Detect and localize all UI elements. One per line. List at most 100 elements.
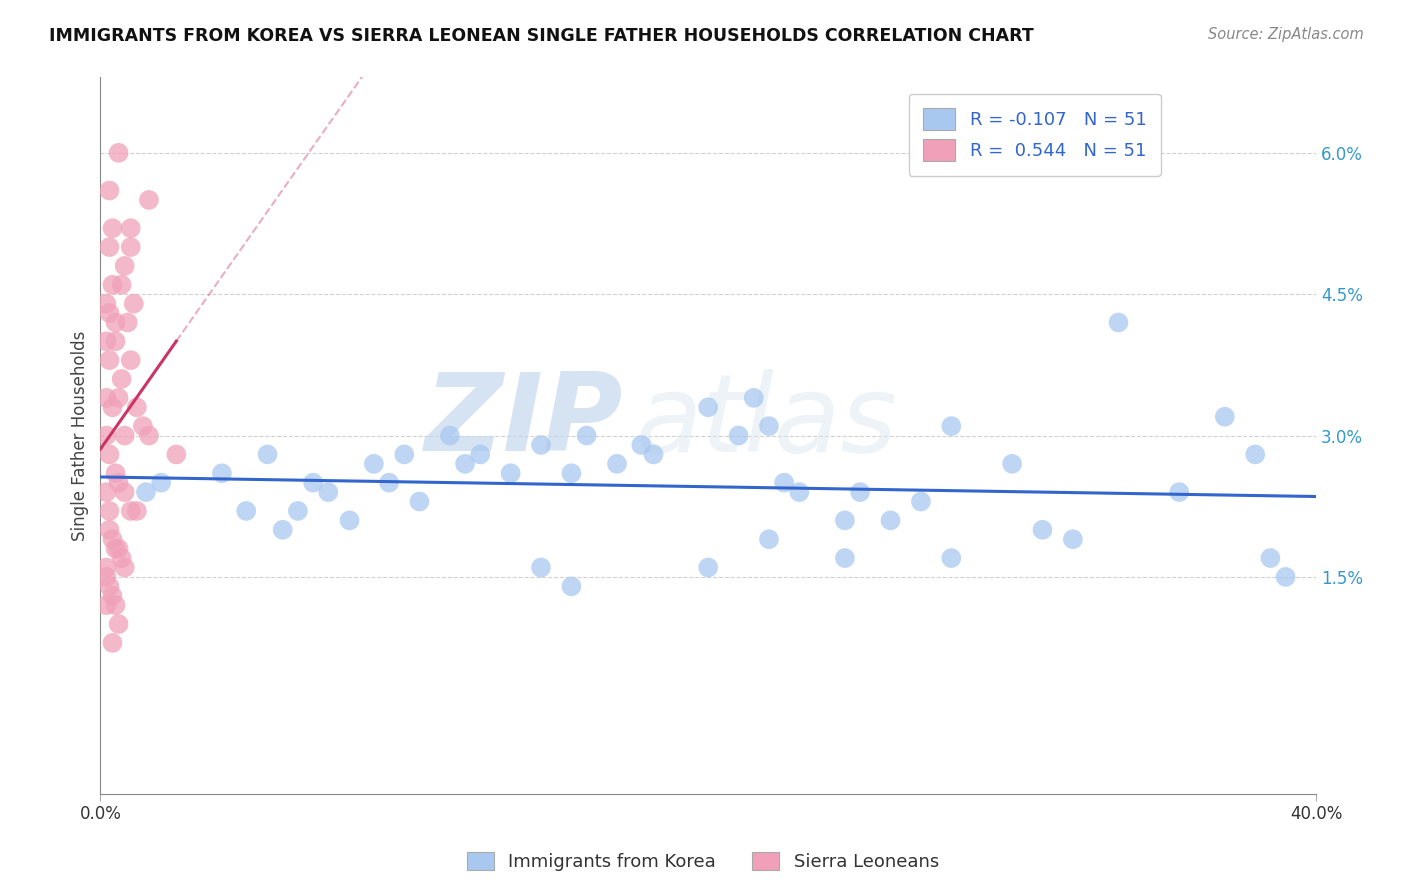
Point: [120, 221, 142, 235]
Point: [560, 579, 582, 593]
Point: [98, 353, 121, 368]
Point: [96, 560, 118, 574]
Point: [111, 372, 134, 386]
Point: [101, 589, 124, 603]
Point: [697, 401, 720, 415]
Point: [107, 541, 129, 556]
Point: [114, 485, 136, 500]
Legend: Immigrants from Korea, Sierra Leoneans: Immigrants from Korea, Sierra Leoneans: [460, 845, 946, 879]
Point: [742, 391, 765, 405]
Point: [1365, 570, 1388, 584]
Point: [101, 401, 124, 415]
Point: [138, 193, 160, 207]
Point: [834, 551, 856, 566]
Point: [96, 485, 118, 500]
Point: [470, 447, 492, 461]
Y-axis label: Single Father Households: Single Father Households: [72, 330, 89, 541]
Point: [114, 560, 136, 574]
Point: [114, 428, 136, 442]
Point: [98, 504, 121, 518]
Point: [394, 447, 416, 461]
Point: [271, 523, 294, 537]
Point: [211, 467, 233, 481]
Point: [789, 485, 811, 500]
Point: [96, 598, 118, 612]
Point: [150, 475, 173, 490]
Point: [302, 475, 325, 490]
Point: [101, 533, 124, 547]
Point: [643, 447, 665, 461]
Point: [1168, 485, 1191, 500]
Point: [138, 428, 160, 442]
Point: [910, 494, 932, 508]
Point: [1260, 551, 1282, 566]
Point: [107, 145, 129, 160]
Text: atlas: atlas: [636, 368, 897, 474]
Point: [630, 438, 652, 452]
Point: [104, 467, 127, 481]
Point: [125, 401, 148, 415]
Point: [114, 259, 136, 273]
Point: [941, 419, 963, 434]
Point: [135, 485, 157, 500]
Point: [256, 447, 278, 461]
Text: Source: ZipAtlas.com: Source: ZipAtlas.com: [1208, 27, 1364, 42]
Point: [339, 513, 361, 527]
Point: [773, 475, 796, 490]
Point: [111, 551, 134, 566]
Point: [697, 560, 720, 574]
Point: [879, 513, 901, 527]
Point: [454, 457, 477, 471]
Point: [439, 428, 461, 442]
Point: [120, 504, 142, 518]
Point: [98, 306, 121, 320]
Point: [96, 428, 118, 442]
Point: [499, 467, 522, 481]
Point: [1107, 316, 1129, 330]
Point: [107, 391, 129, 405]
Point: [96, 296, 118, 310]
Point: [1031, 523, 1053, 537]
Point: [107, 617, 129, 632]
Point: [101, 277, 124, 292]
Point: [104, 316, 127, 330]
Point: [111, 277, 134, 292]
Point: [849, 485, 872, 500]
Point: [1213, 409, 1236, 424]
Point: [98, 447, 121, 461]
Point: [1062, 533, 1084, 547]
Point: [758, 533, 780, 547]
Text: IMMIGRANTS FROM KOREA VS SIERRA LEONEAN SINGLE FATHER HOUSEHOLDS CORRELATION CHA: IMMIGRANTS FROM KOREA VS SIERRA LEONEAN …: [49, 27, 1033, 45]
Point: [122, 296, 145, 310]
Point: [530, 438, 553, 452]
Point: [98, 240, 121, 254]
Point: [96, 334, 118, 349]
Point: [117, 316, 139, 330]
Point: [165, 447, 187, 461]
Point: [96, 391, 118, 405]
Point: [98, 523, 121, 537]
Point: [316, 485, 339, 500]
Point: [104, 598, 127, 612]
Point: [98, 184, 121, 198]
Point: [408, 494, 430, 508]
Point: [104, 541, 127, 556]
Legend: R = -0.107   N = 51, R =  0.544   N = 51: R = -0.107 N = 51, R = 0.544 N = 51: [908, 94, 1161, 176]
Point: [104, 334, 127, 349]
Point: [1274, 570, 1296, 584]
Point: [107, 475, 129, 490]
Point: [125, 504, 148, 518]
Point: [363, 457, 385, 471]
Point: [101, 221, 124, 235]
Point: [727, 428, 749, 442]
Point: [575, 428, 598, 442]
Point: [120, 353, 142, 368]
Point: [120, 240, 142, 254]
Point: [758, 419, 780, 434]
Point: [98, 579, 121, 593]
Point: [132, 419, 155, 434]
Point: [1244, 447, 1267, 461]
Point: [287, 504, 309, 518]
Point: [101, 636, 124, 650]
Point: [96, 570, 118, 584]
